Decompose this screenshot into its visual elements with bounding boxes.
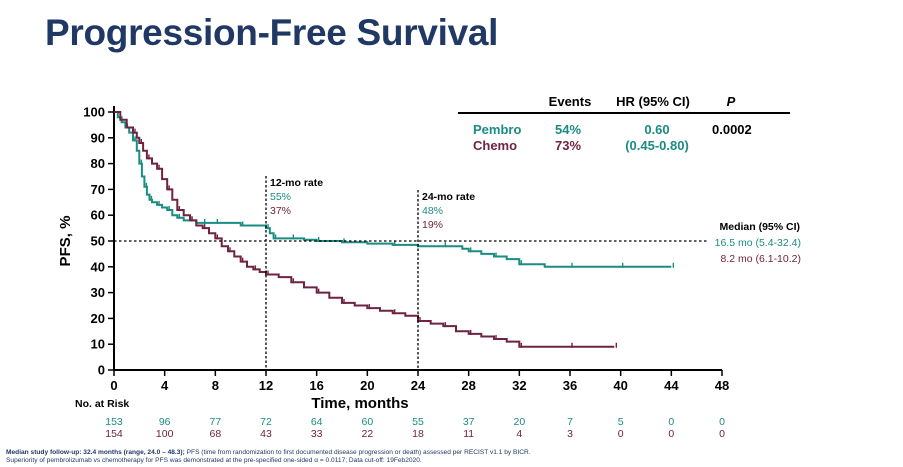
at-risk-pembro: 96	[159, 416, 171, 428]
x-tick-label: 48	[715, 378, 729, 393]
at-risk-label: No. at Risk	[75, 398, 129, 410]
slide-title: Progression-Free Survival	[45, 12, 499, 53]
at-risk-chemo: 68	[209, 428, 221, 440]
landmark-pembro-24: 48%	[422, 205, 443, 217]
footnote: Median study follow-up: 32.4 months (ran…	[6, 449, 531, 466]
y-tick-label: 30	[91, 285, 105, 300]
landmark-label-12: 12-mo rate	[270, 177, 323, 189]
x-axis-title: Time, months	[311, 395, 408, 412]
x-tick-label: 32	[512, 378, 526, 393]
landmark-pembro-12: 55%	[270, 191, 291, 203]
y-tick-label: 90	[91, 130, 105, 145]
at-risk-chemo: 43	[260, 428, 272, 440]
y-tick-label: 20	[91, 311, 105, 326]
x-tick-label: 0	[110, 378, 117, 393]
at-risk-pembro: 37	[463, 416, 475, 428]
legend-name-chemo: Chemo	[473, 138, 517, 153]
median-pembro: 16.5 mo (5.4-32.4)	[715, 237, 801, 249]
at-risk-pembro: 20	[513, 416, 525, 428]
at-risk-chemo: 33	[311, 428, 323, 440]
at-risk-chemo: 154	[105, 428, 123, 440]
median-header: Median (95% CI)	[719, 221, 800, 233]
y-tick-label: 60	[91, 208, 105, 223]
x-tick-label: 8	[212, 378, 219, 393]
y-tick-label: 70	[91, 182, 105, 197]
landmark-chemo-24: 19%	[422, 219, 443, 231]
curve-pembro	[114, 111, 672, 268]
at-risk-pembro: 77	[209, 416, 221, 428]
x-tick-label: 4	[161, 378, 169, 393]
legend-header-events: Events	[549, 94, 592, 109]
legend-hr-chemo: (0.45-0.80)	[625, 138, 689, 153]
legend-name-pembro: Pembro	[473, 122, 521, 137]
at-risk-pembro: 7	[567, 416, 573, 428]
y-tick-label: 0	[98, 363, 105, 378]
at-risk-chemo: 100	[156, 428, 174, 440]
x-tick-label: 36	[563, 378, 577, 393]
at-risk-chemo: 18	[412, 428, 424, 440]
x-tick-label: 24	[411, 378, 426, 393]
x-tick-label: 44	[664, 378, 679, 393]
legend-hr-pembro: 0.60	[644, 122, 669, 137]
x-tick-label: 16	[309, 378, 323, 393]
y-tick-label: 100	[83, 105, 105, 120]
at-risk-chemo: 11	[463, 428, 474, 440]
at-risk-chemo: 22	[361, 428, 373, 440]
at-risk-pembro: 55	[412, 416, 424, 428]
median-chemo: 8.2 mo (6.1-10.2)	[720, 253, 801, 265]
at-risk-pembro: 0	[668, 416, 674, 428]
footnote-bold: Median study follow-up: 32.4 months (ran…	[6, 449, 185, 456]
at-risk-pembro: 0	[719, 416, 725, 428]
at-risk-chemo: 0	[719, 428, 725, 440]
at-risk-pembro: 60	[361, 416, 373, 428]
legend-events-chemo: 73%	[555, 138, 581, 153]
y-tick-label: 40	[91, 259, 105, 274]
legend-events-pembro: 54%	[555, 122, 581, 137]
x-tick-label: 20	[360, 378, 374, 393]
y-axis-title: PFS, %	[57, 216, 74, 267]
landmark-label-24: 24-mo rate	[422, 191, 475, 203]
at-risk-pembro: 64	[311, 416, 323, 428]
at-risk-pembro: 72	[260, 416, 272, 428]
y-tick-label: 80	[91, 156, 105, 171]
y-tick-label: 50	[91, 234, 105, 249]
chart-annotations: 12-mo rate 55% 37% 24-mo rate 48% 19% Events HR…	[75, 94, 801, 440]
survival-curves	[114, 111, 675, 348]
curve-chemo	[114, 111, 615, 348]
legend-header-p: P	[727, 94, 736, 109]
footnote-rest: PFS (time from randomization to first do…	[184, 449, 531, 456]
legend-p-value: 0.0002	[712, 122, 752, 137]
y-tick-label: 10	[91, 337, 105, 352]
footnote-line2: Superiority of pembrolizumab vs chemothe…	[6, 457, 422, 465]
x-tick-label: 12	[259, 378, 273, 393]
at-risk-pembro: 153	[105, 416, 123, 428]
at-risk-chemo: 3	[567, 428, 573, 440]
at-risk-chemo: 4	[516, 428, 522, 440]
landmark-chemo-12: 37%	[270, 205, 291, 217]
x-tick-label: 40	[613, 378, 627, 393]
x-tick-label: 28	[461, 378, 475, 393]
legend-header-hr: HR (95% CI)	[616, 94, 690, 109]
at-risk-pembro: 5	[618, 416, 624, 428]
at-risk-chemo: 0	[618, 428, 624, 440]
at-risk-chemo: 0	[668, 428, 674, 440]
